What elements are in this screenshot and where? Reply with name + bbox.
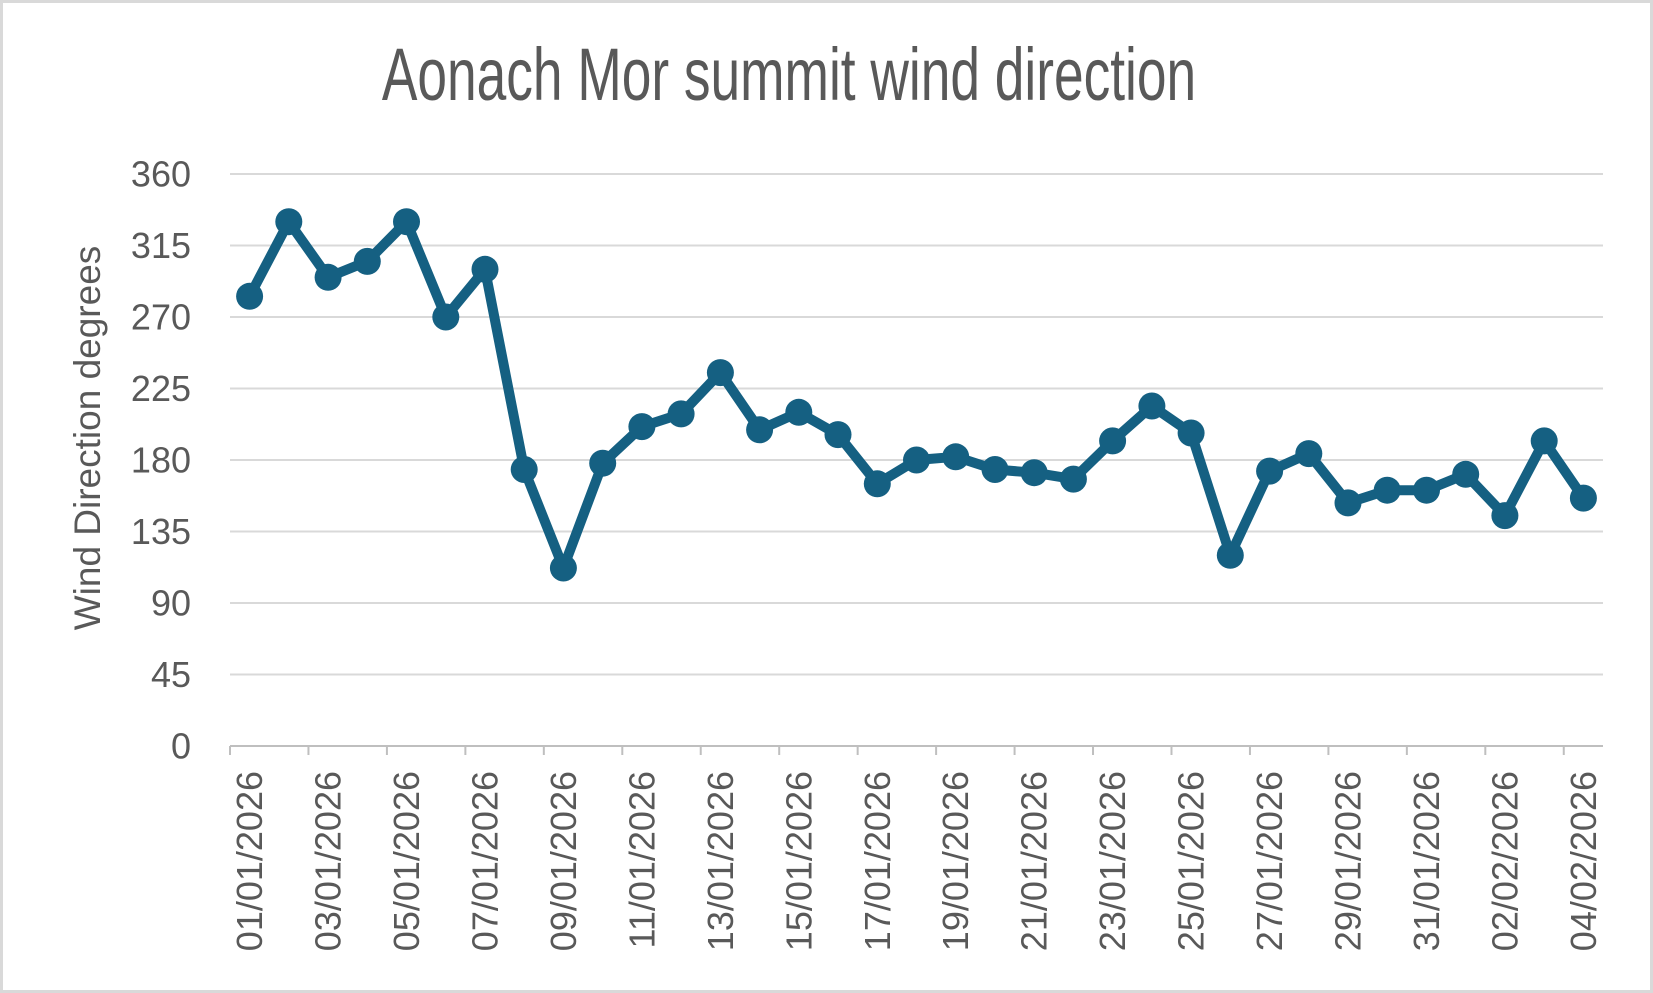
data-point-marker [903,446,930,474]
data-point-marker [1373,476,1401,504]
data-point-marker [510,456,538,483]
series-line [244,216,1589,573]
data-point-marker [1530,427,1558,455]
y-tick-label: 45 [151,654,191,695]
data-point-marker [863,470,891,498]
y-axis-title: Wind Direction degrees [67,245,108,631]
x-tick-label: 11/01/2026 [621,771,662,949]
x-tick-label: 01/01/2026 [229,771,270,951]
x-tick-label: 13/01/2026 [700,771,741,951]
data-point-marker [1452,460,1480,488]
y-tick-label: 360 [131,154,191,195]
data-point-marker [824,421,852,449]
y-tick-label: 0 [171,726,191,767]
data-point-marker [1334,489,1362,517]
y-tick-label: 135 [131,511,191,552]
data-point-marker [393,208,420,236]
x-tick-label: 02/02/2026 [1484,771,1525,951]
y-tick-label: 225 [131,368,191,409]
data-point-marker [314,263,342,291]
data-point-marker [1256,457,1284,485]
data-point-marker [549,554,577,582]
y-tick-label: 315 [131,225,191,266]
x-tick-label: 19/01/2026 [935,771,976,951]
x-tick-label: 23/01/2026 [1092,771,1133,951]
x-tick-label: 17/01/2026 [857,771,898,951]
x-tick-label: 29/01/2026 [1328,771,1369,951]
data-point-marker [706,359,734,387]
data-point-marker [1295,440,1323,468]
plot-svg: 0 45 90 135 180 225 270 315 360 01/01/2026 03/01/2… [131,154,1604,952]
data-point-marker [1020,459,1048,487]
x-tick-label: 07/01/2026 [464,771,505,951]
data-point-marker [1099,427,1127,455]
y-tick-label: 270 [131,297,191,338]
data-point-marker [1413,476,1440,504]
data-point-marker [1059,465,1087,493]
data-point-marker [628,413,656,441]
data-point-marker [1138,392,1166,420]
data-point-marker [785,398,813,426]
x-tick-label: 25/01/2026 [1171,771,1212,951]
data-point-marker [746,416,774,444]
x-tick-label: 31/01/2026 [1406,771,1447,951]
data-point-marker [942,443,970,471]
data-point-marker [1177,419,1205,447]
data-point-marker [981,456,1009,483]
data-point-marker [432,303,460,331]
chart-title: Aonach Mor summit wind direction [381,33,1197,116]
data-point-marker [1491,502,1519,530]
x-tick-label: 03/01/2026 [308,771,349,951]
x-tick-label: 09/01/2026 [543,771,584,951]
data-point-marker [353,247,381,275]
data-point-marker [1216,541,1244,569]
x-tick-label: 27/01/2026 [1249,771,1290,951]
x-tick-label: 04/02/2026 [1563,771,1604,951]
x-tick-label: 15/01/2026 [778,771,819,951]
data-point-marker [275,208,303,236]
data-point-marker [1569,484,1597,512]
y-tick-label: 180 [131,440,191,481]
data-point-marker [667,400,695,428]
x-tick-label: 05/01/2026 [386,771,427,951]
data-point-marker [471,255,499,283]
data-point-marker [589,449,617,477]
y-tick-label: 90 [151,583,191,624]
x-tick-label: 21/01/2026 [1014,771,1055,951]
data-point-marker [236,282,264,310]
